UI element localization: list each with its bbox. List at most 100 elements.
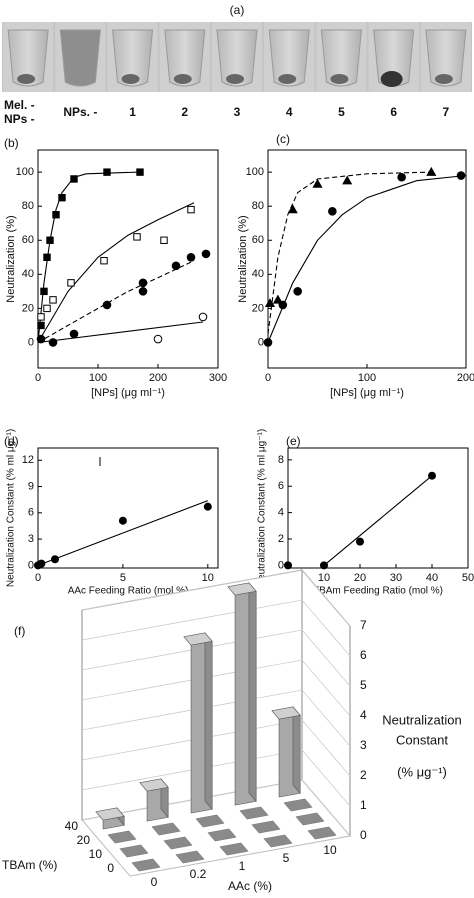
x-tick-label: 1 [239, 859, 246, 873]
x-tick-label: 30 [390, 572, 402, 584]
pellet [17, 74, 36, 84]
bar-tile [295, 812, 325, 826]
z-axis-label: (% μg⁻¹) [397, 764, 447, 779]
bar [151, 822, 181, 836]
y-axis-label: Neutralization (%) [5, 215, 17, 302]
panel-label: (b) [4, 136, 19, 150]
data-point [356, 537, 364, 546]
data-point [118, 516, 127, 525]
bar-top [271, 706, 301, 720]
tube [164, 29, 206, 87]
x-tick-label: 0 [35, 572, 41, 584]
x-axis-label: TBAm Feeding Ratio (mol %) [313, 586, 443, 597]
z-tick-label: 0 [360, 828, 367, 842]
bar [163, 836, 193, 850]
x-tick-label: 20 [354, 572, 366, 584]
z-tick-label: 6 [360, 648, 367, 662]
data-point [426, 166, 437, 176]
y-tick-label: 80 [22, 200, 34, 212]
x-axis-label: AAc Feeding Ratio (mol %) [68, 586, 189, 597]
z-axis-label: Constant [396, 732, 448, 747]
bar [239, 806, 269, 820]
bar-side [248, 582, 257, 803]
pellet [330, 74, 349, 84]
data-point [43, 304, 51, 313]
data-point [198, 312, 208, 322]
data-point [103, 168, 111, 176]
y-tick-label: 60 [22, 234, 34, 246]
data-point [50, 555, 59, 564]
bar-tile [131, 858, 161, 872]
y-tick-label: 12 [22, 454, 34, 466]
bar-top [183, 632, 213, 646]
bar-tile [251, 820, 281, 834]
y-tick-label: 0 [107, 861, 114, 875]
bar-tile [263, 834, 293, 848]
tube [112, 29, 154, 87]
bar-tile [239, 806, 269, 820]
x-tick-label: 5 [120, 572, 126, 584]
bar-top [95, 807, 125, 821]
data-point [186, 252, 196, 262]
y-tick-label: 100 [16, 166, 34, 178]
bar [295, 812, 325, 826]
grid-line [81, 599, 351, 657]
fit-curve [323, 475, 433, 566]
grid-line [81, 749, 351, 807]
bar [139, 778, 169, 822]
z-tick-label: 1 [360, 798, 367, 812]
pellet [278, 74, 297, 84]
row-label: NPs - [4, 112, 35, 126]
x-axis-label: [NPs] (μg ml⁻¹) [330, 387, 404, 399]
tube [425, 29, 467, 87]
bar-side [292, 706, 301, 795]
data-point [40, 287, 48, 296]
y-tick-label: 8 [278, 454, 284, 466]
x-tick-label: 0 [265, 372, 271, 384]
y-tick-label: 40 [65, 819, 79, 833]
y-tick-label: 0 [28, 336, 34, 348]
y-tick-label: 4 [278, 507, 284, 519]
grid-line [81, 659, 351, 717]
data-point [37, 559, 46, 568]
data-point [320, 561, 328, 570]
bar-tile [151, 822, 181, 836]
bar-top [139, 778, 169, 792]
bar-side [204, 632, 213, 811]
x-tick-label: 0.2 [190, 867, 207, 881]
bar-tile [195, 814, 225, 828]
y-tick-label: 60 [252, 234, 264, 246]
bar [107, 830, 137, 844]
bar-tile [283, 798, 313, 812]
bar [251, 820, 281, 834]
grid-line [81, 629, 351, 687]
x-tick-label: 40 [426, 572, 438, 584]
lane-label: NPs. - [63, 105, 97, 119]
x-tick-label: 100 [89, 372, 107, 384]
panel-label: (d) [4, 434, 19, 448]
plot-frame [37, 149, 219, 369]
data-point [52, 211, 60, 219]
data-point [153, 334, 163, 344]
pellet [173, 74, 192, 84]
tube [268, 29, 310, 87]
x-tick-label: 10 [202, 572, 214, 584]
pellet [434, 74, 453, 84]
bar-tile [207, 828, 237, 842]
data-point [287, 204, 298, 214]
y-tick-label: 9 [28, 480, 34, 492]
data-point [49, 296, 57, 304]
y-tick-label: 20 [252, 302, 264, 314]
lane-label: 5 [338, 105, 345, 119]
bar-tile [307, 826, 337, 840]
data-point [263, 338, 273, 347]
data-point [37, 321, 45, 330]
fit-curve [37, 202, 195, 343]
data-point [102, 300, 112, 310]
panel-label: (e) [286, 434, 301, 448]
plot-frame [267, 149, 467, 369]
data-point [171, 261, 181, 271]
y-axis-label: Neutralization (%) [237, 215, 249, 302]
bar [183, 632, 213, 814]
